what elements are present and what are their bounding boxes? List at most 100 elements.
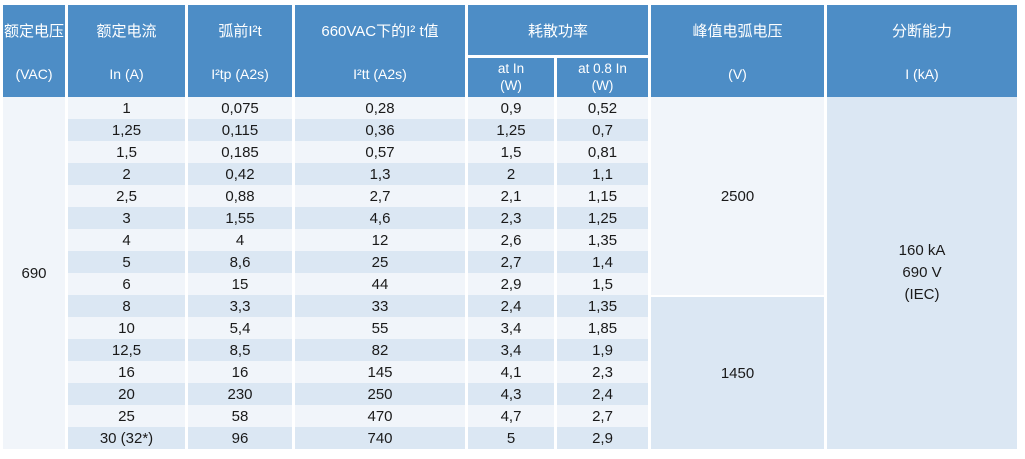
cell-p-at-08in: 1,1: [557, 163, 649, 185]
cell-in-a: 3: [68, 207, 185, 229]
cell-p-at-in: 4,7: [468, 405, 554, 427]
cell-p-at-in: 4,1: [468, 361, 554, 383]
cell-in-a: 2,5: [68, 185, 185, 207]
cell-i2tp: 0,88: [188, 185, 292, 207]
header-line: 额定电压: [3, 22, 64, 40]
cell-p-at-in: 2,6: [468, 229, 554, 251]
cell-p-at-08in: 1,5: [557, 273, 649, 295]
cell-i2tp: 5,4: [188, 317, 292, 339]
cell-p-at-08in: 1,4: [557, 251, 649, 273]
cell-p-at-08in: 0,7: [557, 119, 649, 141]
cell-p-at-08in: 2,4: [557, 383, 649, 405]
cell-i2tt: 740: [295, 427, 465, 449]
table-row: 6 15 44 2,9 1,5: [3, 273, 1017, 295]
cell-p-at-in: 2,9: [468, 273, 554, 295]
peak-arc-voltage-cell-lower: 1450: [651, 295, 825, 449]
cell-i2tt: 470: [295, 405, 465, 427]
cell-i2tp: 15: [188, 273, 292, 295]
header-peak-arc-voltage: 峰值电弧电压 (V): [651, 5, 825, 97]
header-line: 660VAC下的I² t值: [321, 22, 439, 40]
cell-i2tt: 145: [295, 361, 465, 383]
table-row: 8 3,3 33 2,4 1,35 1450: [3, 295, 1017, 449]
header-breaking-capacity: 分断能力 I (kA): [827, 5, 1018, 97]
cell-i2tt: 0,28: [295, 97, 465, 119]
cell-in-a: 10: [68, 317, 185, 339]
table-row: 30 (32*) 96 740 5 2,9: [3, 427, 1017, 449]
cell-p-at-in: 3,4: [468, 317, 554, 339]
cell-in-a: 12,5: [68, 339, 185, 361]
cell-p-at-in: 2,1: [468, 185, 554, 207]
cell-i2tt: 4,6: [295, 207, 465, 229]
header-rated-voltage: 额定电压 (VAC): [3, 5, 65, 97]
header-line: at 0.8 In: [578, 60, 627, 76]
table-row: 4 4 12 2,6 1,35: [3, 229, 1017, 251]
table-row: 2 0,42 1,3 2 1,1: [3, 163, 1017, 185]
header-line: I²tt (A2s): [353, 66, 407, 83]
table-row: 690 1 0,075 0,28 0,9 0,52 2500 160 kA 690 V (IEC): [3, 97, 1018, 449]
cell-p-at-in: 0,9: [468, 97, 554, 119]
header-line: 弧前I²t: [218, 22, 262, 40]
table-row: 16 16 145 4,1 2,3: [3, 361, 1017, 383]
header-line: 峰值电弧电压: [692, 22, 783, 40]
cell-i2tt: 0,36: [295, 119, 465, 141]
cell-p-at-in: 5: [468, 427, 554, 449]
rated-voltage-cell: 690: [3, 97, 65, 449]
cell-p-at-08in: 2,9: [557, 427, 649, 449]
header-prearcing-i2t: 弧前I²t I²tp (A2s): [188, 5, 292, 97]
cell-p-at-08in: 0,52: [557, 97, 649, 119]
cell-i2tt: 12: [295, 229, 465, 251]
cell-in-a: 5: [68, 251, 185, 273]
header-line: at In: [497, 60, 525, 76]
cell-in-a: 25: [68, 405, 185, 427]
cell-i2tt: 25: [295, 251, 465, 273]
cell-p-at-08in: 2,7: [557, 405, 649, 427]
cell-i2tp: 1,55: [188, 207, 292, 229]
table-row: 12,5 8,5 82 3,4 1,9: [3, 339, 1017, 361]
cell-i2tp: 96: [188, 427, 292, 449]
cell-p-at-08in: 0,81: [557, 141, 649, 163]
cell-p-at-in: 2,7: [468, 251, 554, 273]
header-line: 分断能力: [892, 22, 953, 40]
table-row: 3 1,55 4,6 2,3 1,25: [3, 207, 1017, 229]
cell-i2tt: 250: [295, 383, 465, 405]
cell-p-at-in: 3,4: [468, 339, 554, 361]
cell-p-at-in: 2: [468, 163, 554, 185]
table-row: 1,25 0,115 0,36 1,25 0,7: [3, 119, 1017, 141]
cell-i2tp: 0,185: [188, 141, 292, 163]
table-row: 1,5 0,185 0,57 1,5 0,81: [3, 141, 1017, 163]
header-line: I (kA): [905, 66, 939, 83]
header-line: (V): [728, 66, 747, 83]
cell-i2tp: 8,6: [188, 251, 292, 273]
cell-i2tp: 16: [188, 361, 292, 383]
cell-p-at-in: 2,3: [468, 207, 554, 229]
table-header: 额定电压 (VAC) 额定电流 In (A) 弧前I²t I²tp (A2s) …: [3, 5, 1018, 97]
header-line: (W): [591, 77, 614, 93]
header-total-i2t-660vac: 660VAC下的I² t值 I²tt (A2s): [295, 5, 465, 97]
cell-in-a: 30 (32*): [68, 427, 185, 449]
cell-i2tt: 1,3: [295, 163, 465, 185]
cell-p-at-in: 1,5: [468, 141, 554, 163]
table-row: 5 8,6 25 2,7 1,4: [3, 251, 1017, 273]
cell-in-a: 8: [68, 295, 185, 317]
cell-i2tt: 82: [295, 339, 465, 361]
cell-p-at-in: 1,25: [468, 119, 554, 141]
breaking-capacity-cell: 160 kA 690 V (IEC): [827, 97, 1018, 449]
cell-i2tp: 0,075: [188, 97, 292, 119]
cell-p-at-08in: 1,9: [557, 339, 649, 361]
table-body: 690 1 0,075 0,28 0,9 0,52 2500 160 kA 690 V (IEC)…: [3, 97, 1018, 449]
cell-p-at-08in: 1,35: [557, 295, 649, 317]
cell-i2tp: 0,42: [188, 163, 292, 185]
header-line: 额定电流: [96, 22, 157, 40]
cell-in-a: 1,25: [68, 119, 185, 141]
breaking-capacity-line: 690 V: [902, 264, 942, 282]
cell-i2tp: 3,3: [188, 295, 292, 317]
cell-in-a: 20: [68, 383, 185, 405]
spec-table: 额定电压 (VAC) 额定电流 In (A) 弧前I²t I²tp (A2s) …: [0, 5, 1020, 449]
table-row: 25 58 470 4,7 2,7: [3, 405, 1017, 427]
cell-in-a: 4: [68, 229, 185, 251]
cell-p-at-08in: 1,25: [557, 207, 649, 229]
cell-p-at-08in: 1,35: [557, 229, 649, 251]
header-power-at-in: at In (W): [468, 55, 554, 97]
cell-p-at-in: 4,3: [468, 383, 554, 405]
header-power-at-08-in: at 0.8 In (W): [557, 55, 649, 97]
